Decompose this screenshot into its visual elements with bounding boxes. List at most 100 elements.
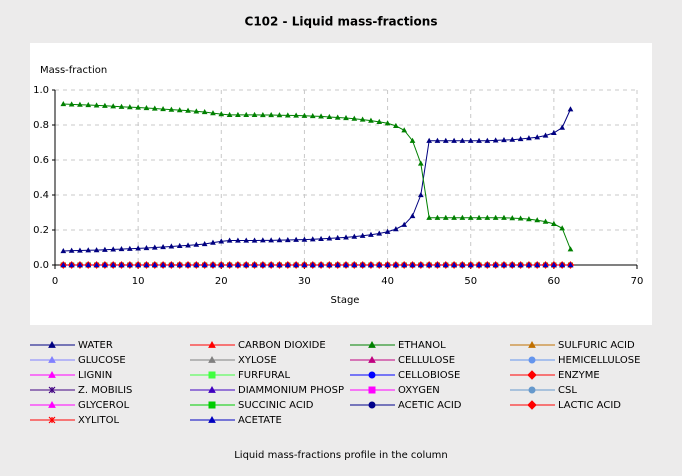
marker: [459, 214, 466, 220]
marker: [351, 261, 358, 268]
marker: [293, 112, 299, 118]
marker: [559, 261, 566, 268]
marker: [85, 247, 92, 253]
marker: [110, 103, 117, 109]
marker: [151, 105, 158, 111]
marker: [293, 236, 299, 242]
marker: [126, 104, 133, 110]
marker: [334, 261, 341, 268]
marker: [526, 261, 532, 268]
marker: [401, 127, 408, 133]
marker: [126, 261, 133, 268]
legend-label: XYLOSE: [238, 355, 277, 366]
marker: [492, 137, 499, 143]
marker: [85, 261, 92, 268]
marker: [276, 237, 283, 243]
marker: [251, 261, 258, 268]
marker: [251, 237, 258, 243]
marker: [509, 215, 516, 221]
marker: [542, 261, 549, 268]
marker: [77, 247, 83, 253]
marker: [60, 261, 67, 268]
marker: [176, 107, 183, 113]
marker: [301, 261, 308, 268]
marker: [376, 261, 383, 268]
legend-label: ACETATE: [238, 415, 282, 426]
marker: [210, 110, 216, 116]
marker: [235, 111, 241, 117]
marker: [193, 261, 200, 268]
marker: [376, 230, 383, 236]
marker: [208, 371, 216, 379]
marker: [210, 261, 216, 268]
marker: [135, 245, 141, 251]
marker: [93, 102, 100, 108]
marker: [451, 261, 457, 268]
marker: [434, 214, 441, 220]
marker: [528, 356, 536, 364]
x-tick-label: 60: [547, 276, 560, 287]
marker: [151, 261, 158, 268]
marker: [351, 233, 358, 239]
marker: [368, 371, 376, 379]
marker: [309, 236, 316, 242]
y-axis-label: Mass-fraction: [40, 65, 107, 76]
marker: [451, 137, 457, 143]
marker: [467, 214, 474, 220]
marker: [551, 261, 557, 268]
marker: [301, 112, 308, 118]
legend-label: LACTIC ACID: [558, 400, 621, 411]
legend-label: CSL: [558, 385, 577, 396]
marker: [208, 415, 216, 423]
marker: [484, 137, 491, 143]
marker: [118, 103, 125, 109]
marker: [526, 216, 532, 222]
marker: [492, 261, 499, 268]
marker: [110, 246, 117, 252]
marker: [143, 261, 150, 268]
marker: [368, 231, 374, 237]
marker: [326, 235, 333, 241]
marker: [368, 340, 376, 348]
marker: [409, 137, 416, 143]
legend-label: CELLULOSE: [398, 355, 455, 366]
marker: [509, 136, 516, 142]
marker: [268, 237, 275, 243]
marker: [442, 137, 449, 143]
marker: [393, 226, 399, 232]
marker: [284, 236, 291, 243]
legend-label: GLUCOSE: [78, 355, 126, 366]
marker: [528, 386, 536, 394]
marker: [509, 261, 516, 268]
marker: [459, 261, 466, 268]
marker: [126, 245, 133, 251]
marker: [567, 106, 574, 112]
legend-label: LIGNIN: [78, 370, 112, 381]
marker: [526, 135, 532, 141]
marker: [476, 261, 482, 268]
marker: [426, 214, 432, 220]
legend-label: CELLOBIOSE: [398, 370, 460, 381]
marker: [48, 416, 56, 424]
marker: [193, 108, 200, 114]
marker: [160, 106, 166, 112]
marker: [93, 247, 100, 253]
marker: [368, 386, 376, 394]
x-tick-label: 0: [52, 276, 58, 287]
marker: [135, 261, 141, 268]
marker: [268, 111, 275, 118]
marker: [60, 247, 67, 254]
marker: [77, 101, 83, 107]
legend-label: WATER: [78, 340, 113, 351]
y-tick-label: 1.0: [33, 85, 49, 96]
marker: [68, 101, 75, 107]
marker: [210, 239, 216, 245]
marker: [426, 261, 432, 268]
marker: [243, 261, 250, 268]
y-tick-label: 0.2: [33, 225, 49, 236]
marker: [218, 238, 225, 244]
marker: [334, 234, 341, 240]
marker: [226, 237, 233, 243]
marker: [85, 102, 92, 108]
marker: [484, 214, 491, 220]
